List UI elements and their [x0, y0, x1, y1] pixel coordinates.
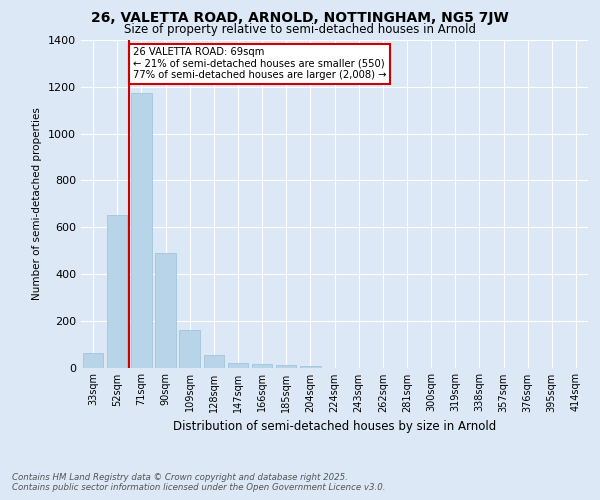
Bar — [300, 366, 320, 368]
Bar — [276, 365, 296, 368]
Bar — [227, 363, 248, 368]
Text: Contains HM Land Registry data © Crown copyright and database right 2025.: Contains HM Land Registry data © Crown c… — [12, 472, 348, 482]
X-axis label: Distribution of semi-detached houses by size in Arnold: Distribution of semi-detached houses by … — [173, 420, 496, 433]
Bar — [155, 253, 176, 368]
Bar — [107, 216, 127, 368]
Text: Contains public sector information licensed under the Open Government Licence v3: Contains public sector information licen… — [12, 484, 386, 492]
Bar — [252, 364, 272, 368]
Y-axis label: Number of semi-detached properties: Number of semi-detached properties — [32, 108, 43, 300]
Text: Size of property relative to semi-detached houses in Arnold: Size of property relative to semi-detach… — [124, 22, 476, 36]
Text: 26 VALETTA ROAD: 69sqm
← 21% of semi-detached houses are smaller (550)
77% of se: 26 VALETTA ROAD: 69sqm ← 21% of semi-det… — [133, 47, 386, 80]
Bar — [131, 92, 152, 368]
Text: 26, VALETTA ROAD, ARNOLD, NOTTINGHAM, NG5 7JW: 26, VALETTA ROAD, ARNOLD, NOTTINGHAM, NG… — [91, 11, 509, 25]
Bar — [83, 354, 103, 368]
Bar — [179, 330, 200, 368]
Bar — [203, 354, 224, 368]
